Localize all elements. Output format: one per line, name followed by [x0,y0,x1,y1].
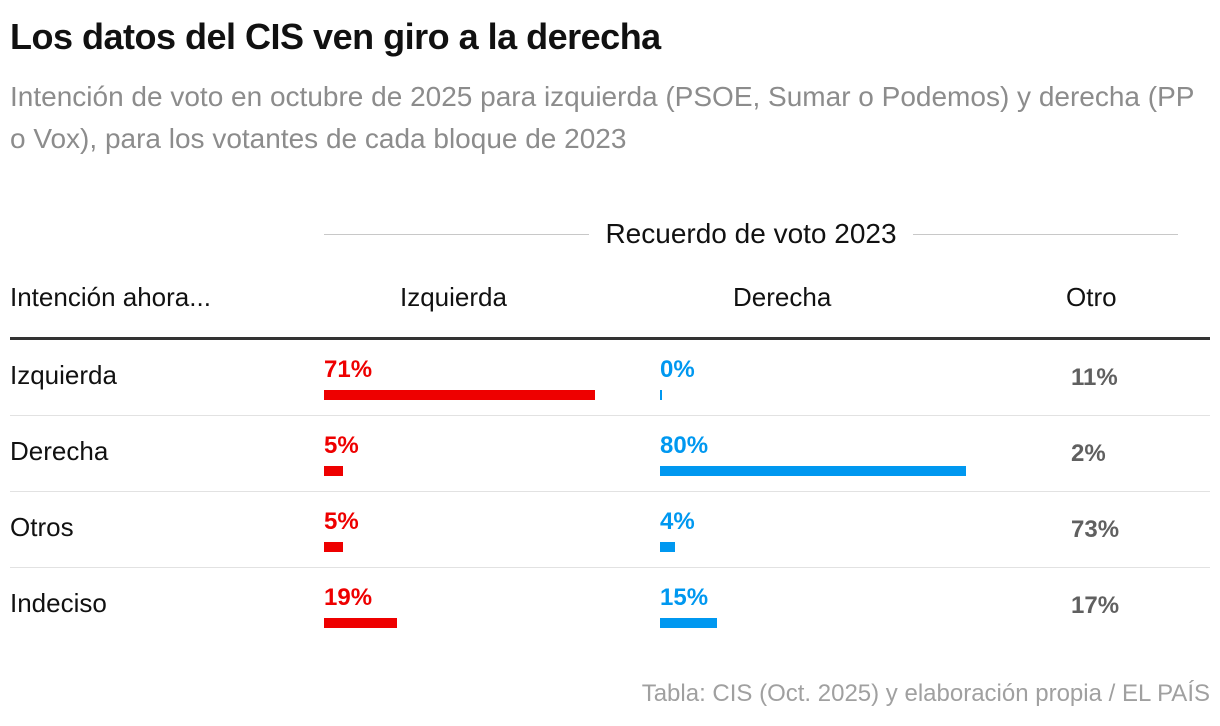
group-header-line-left [324,233,590,235]
value-label-derecha: 4% [660,508,695,535]
row-divider [10,567,1210,568]
column-header-izquierda: Izquierda [400,282,507,312]
row-divider [10,491,1210,492]
group-header-label: Recuerdo de voto 2023 [605,218,897,249]
row-label: Indeciso [10,588,107,618]
value-label-izquierda: 5% [324,508,359,535]
bar-izquierda [324,390,595,400]
row-label: Derecha [10,436,109,466]
chart-subtitle: Intención de voto en octubre de 2025 par… [10,81,1194,154]
row-label: Otros [10,512,74,542]
column-header-otro: Otro [1066,282,1117,312]
table-row: Izquierda 71% 0% 11% [10,340,1210,416]
bar-derecha [660,466,966,476]
header-rule [10,337,1210,340]
value-label-derecha: 15% [660,584,709,611]
value-label-otro: 73% [1071,516,1120,543]
source-credit: Tabla: CIS (Oct. 2025) y elaboración pro… [641,680,1210,707]
value-label-otro: 11% [1071,364,1118,391]
value-label-derecha: 80% [660,432,709,459]
value-label-izquierda: 5% [324,432,359,459]
row-label: Izquierda [10,360,117,390]
bar-izquierda [324,542,343,552]
column-header-derecha: Derecha [733,282,832,312]
bar-derecha [660,390,662,400]
value-label-otro: 17% [1071,592,1120,619]
chart-title: Los datos del CIS ven giro a la derecha [10,16,661,57]
value-label-izquierda: 19% [324,584,373,611]
table-row: Derecha 5% 80% 2% [10,416,1210,492]
bar-izquierda [324,618,397,628]
bar-derecha [660,618,717,628]
group-header-line-right [912,233,1179,235]
value-label-otro: 2% [1071,440,1106,467]
group-header: Recuerdo de voto 2023 [324,214,1179,254]
row-divider [10,415,1210,416]
value-label-izquierda: 71% [324,356,373,383]
row-header-label: Intención ahora... [10,282,211,312]
bar-derecha [660,542,675,552]
value-label-derecha: 0% [660,356,695,383]
table-row: Otros 5% 4% 73% [10,492,1210,568]
bar-izquierda [324,466,343,476]
table-row: Indeciso 19% 15% 17% [10,568,1210,644]
